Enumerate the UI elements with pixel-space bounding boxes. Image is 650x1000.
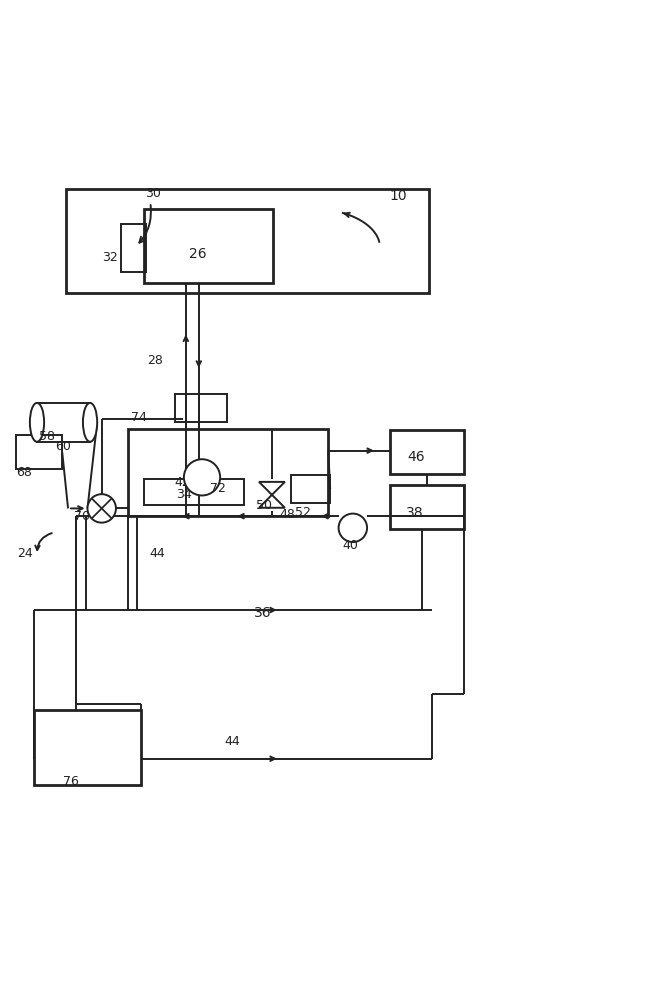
Text: 34: 34 <box>176 488 192 501</box>
Text: 46: 46 <box>407 450 425 464</box>
Bar <box>144 479 244 505</box>
Circle shape <box>339 514 367 542</box>
Bar <box>291 475 330 503</box>
Text: 74: 74 <box>131 411 147 424</box>
Text: 50: 50 <box>255 499 272 512</box>
Bar <box>175 394 227 422</box>
Text: 72: 72 <box>210 482 226 495</box>
Text: 44: 44 <box>149 547 164 560</box>
Text: 68: 68 <box>16 466 31 479</box>
Circle shape <box>184 459 220 495</box>
Text: 38: 38 <box>406 506 424 520</box>
Text: 58: 58 <box>39 430 55 443</box>
Bar <box>37 403 90 442</box>
Bar <box>34 710 140 785</box>
Text: 28: 28 <box>147 354 163 367</box>
Bar <box>390 430 464 474</box>
Text: 44: 44 <box>225 735 240 748</box>
Bar <box>390 485 464 529</box>
Text: 26: 26 <box>189 247 207 261</box>
Bar <box>16 435 62 469</box>
Text: 52: 52 <box>294 506 311 519</box>
Text: 10: 10 <box>390 189 408 203</box>
Ellipse shape <box>83 403 98 442</box>
Bar <box>66 189 428 293</box>
Text: 76: 76 <box>63 775 79 788</box>
Text: 32: 32 <box>101 251 118 264</box>
Text: 24: 24 <box>18 547 33 560</box>
Text: 30: 30 <box>145 187 161 200</box>
Text: 40: 40 <box>343 539 358 552</box>
Bar <box>144 209 273 283</box>
Text: 48: 48 <box>280 508 296 521</box>
Text: 42: 42 <box>175 476 190 489</box>
Bar <box>127 429 328 516</box>
Bar <box>121 224 146 272</box>
Circle shape <box>88 494 116 523</box>
Ellipse shape <box>30 403 44 442</box>
Text: 36: 36 <box>254 606 272 620</box>
Text: 70: 70 <box>74 510 90 523</box>
Text: 60: 60 <box>55 440 71 453</box>
